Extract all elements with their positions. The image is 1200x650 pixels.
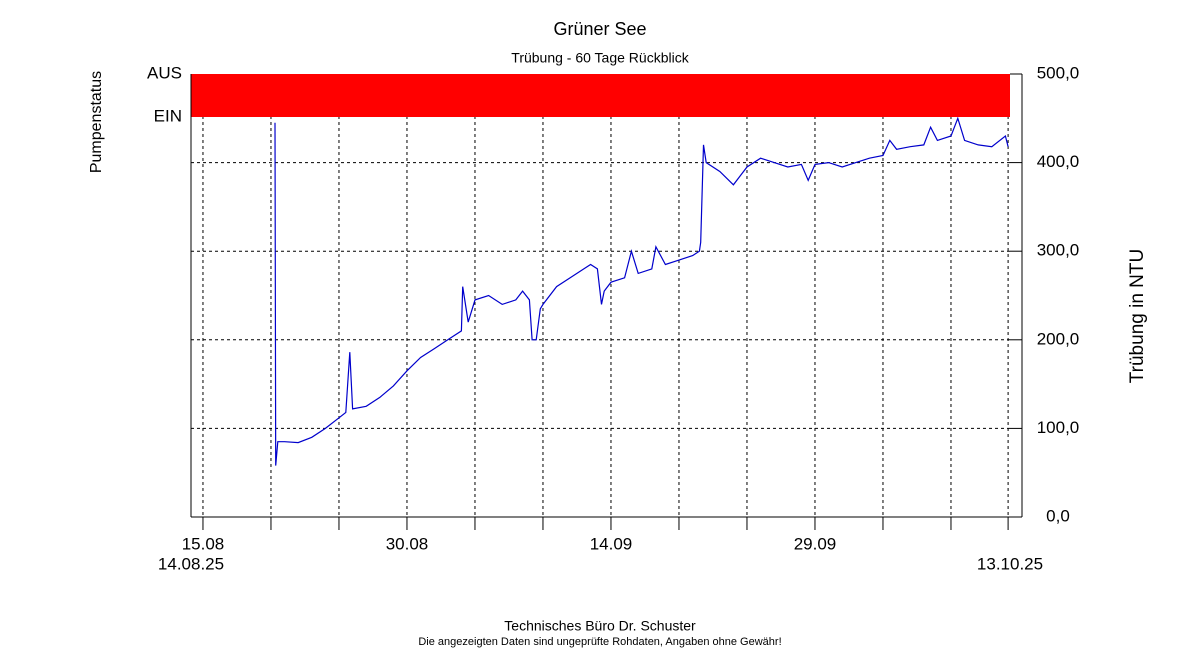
y-tick-label: 500,0 bbox=[1037, 63, 1080, 82]
plot-area bbox=[274, 116, 1009, 466]
disclaimer: Die angezeigten Daten sind ungeprüfte Ro… bbox=[418, 636, 781, 648]
y-tick-label: 200,0 bbox=[1037, 329, 1080, 348]
x-tick-label: 29.09 bbox=[794, 534, 837, 553]
x-tick-label: 15.08 bbox=[182, 534, 225, 553]
y-tick-label: 100,0 bbox=[1037, 418, 1080, 437]
chart-subtitle: Trübung - 60 Tage Rückblick bbox=[511, 50, 689, 66]
series-line bbox=[274, 116, 1009, 466]
chart-title: Grüner See bbox=[553, 19, 646, 39]
pump-status-band bbox=[191, 74, 1010, 117]
y-tick-label: 0,0 bbox=[1046, 506, 1070, 525]
pump-state-label: EIN bbox=[154, 106, 182, 125]
x-range-end: 13.10.25 bbox=[977, 554, 1043, 573]
x-tick-label: 30.08 bbox=[386, 534, 429, 553]
pump-state-label: AUS bbox=[147, 63, 182, 82]
x-tick-label: 14.09 bbox=[590, 534, 633, 553]
pump-status-label: Pumpenstatus bbox=[88, 71, 105, 173]
x-range-start: 14.08.25 bbox=[158, 554, 224, 573]
y-tick-label: 300,0 bbox=[1037, 241, 1080, 260]
y-tick-label: 400,0 bbox=[1037, 152, 1080, 171]
footer: Technisches Büro Dr. Schuster bbox=[504, 618, 696, 634]
y-axis-label: Trübung in NTU bbox=[1127, 249, 1148, 383]
